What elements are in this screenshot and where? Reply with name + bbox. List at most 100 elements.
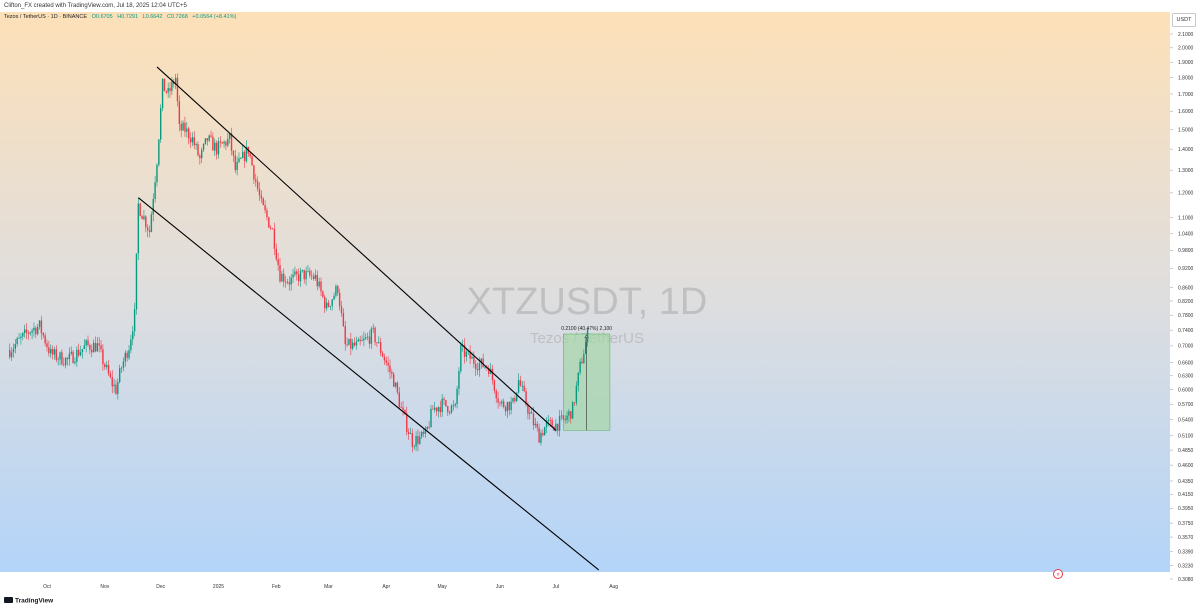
candle-body (10, 352, 13, 358)
candle-body (448, 412, 451, 414)
candle-body (87, 340, 89, 345)
candle-body (419, 436, 421, 444)
candle-body (516, 392, 518, 402)
candle-body (152, 198, 154, 215)
candle-body (391, 372, 393, 374)
watermark-title: XTZUSDT, 1D (467, 281, 708, 323)
trendline-lower[interactable] (137, 197, 600, 571)
price-tick-label: 0.7800 (1178, 313, 1194, 319)
candle-body (542, 432, 544, 436)
candle-body (297, 274, 300, 282)
price-tick-label: 1.9000 (1178, 60, 1194, 66)
candle-body (154, 182, 156, 199)
candle-body (478, 363, 481, 371)
candle-body (536, 423, 538, 428)
candle-body (294, 271, 296, 275)
tradingview-logo[interactable]: TradingView (4, 597, 53, 605)
candle-body (488, 368, 490, 374)
candle-body (271, 228, 274, 230)
candle-body (281, 273, 283, 282)
candle-body (307, 270, 309, 272)
candle-body (575, 385, 578, 403)
candle-body (158, 139, 160, 165)
candle-body (150, 214, 153, 232)
price-tick-label: 0.6300 (1178, 374, 1194, 380)
currency-button[interactable]: USDT (1172, 13, 1196, 27)
candle-body (204, 138, 207, 144)
candle-body (376, 342, 378, 344)
time-axis-background (0, 572, 1170, 594)
price-axis[interactable]: 2.1000 2.0000 1.9000 1.8000 1.7000 1.6000 1.50… (1170, 32, 1194, 583)
candle-body (420, 431, 423, 437)
candle-body (475, 363, 477, 370)
candle-body (529, 412, 531, 414)
candle-body (94, 342, 97, 352)
candle-body (124, 352, 126, 362)
candle-body (212, 136, 214, 151)
price-tick-label: 0.6600 (1178, 360, 1194, 366)
candle-body (277, 259, 279, 266)
candle-body (437, 407, 440, 412)
candle-body (255, 179, 257, 182)
time-axis[interactable]: Oct Nov Dec 2025 Feb Mar Apr May Jun Jul Aug (43, 584, 618, 590)
candle-body (534, 423, 537, 426)
candle-body (413, 446, 415, 448)
price-tick-label: 0.5100 (1178, 434, 1194, 440)
time-tick-label: Nov (100, 584, 109, 590)
price-axis-background (1170, 12, 1200, 594)
candle-body (268, 217, 270, 228)
candle-body (346, 344, 348, 345)
candle-body (163, 78, 166, 92)
candle-body (284, 281, 287, 283)
candle-body (230, 133, 233, 151)
candle-body (206, 138, 209, 141)
candle-body (171, 81, 173, 91)
candle-body (296, 271, 298, 275)
time-tick-label: Mar (324, 584, 333, 590)
candle-body (182, 122, 184, 131)
candle-body (314, 274, 317, 279)
price-tick-label: 1.8000 (1178, 76, 1194, 82)
candle-body (430, 408, 432, 428)
candle-body (85, 340, 87, 346)
candle-body (299, 270, 302, 282)
price-chart[interactable]: XTZUSDT, 1D Tezos / TetherUS 0.2100 (40.… (0, 12, 1200, 594)
candle-body (217, 141, 220, 155)
candle-body (564, 418, 566, 420)
candle-body (92, 342, 95, 353)
candle-body (228, 133, 231, 139)
candle-body (439, 407, 442, 413)
candle-body (460, 344, 462, 372)
candle-body (441, 398, 443, 413)
candle-body (583, 354, 585, 364)
candle-body (396, 382, 399, 393)
candle-body (197, 143, 199, 156)
candle-body (530, 412, 533, 414)
legend-symbol[interactable]: Tezos / TetherUS · 1D · BINANCE (4, 14, 88, 20)
tradingview-brand: TradingView (15, 597, 54, 605)
candle-body (445, 400, 447, 407)
candle-body (275, 248, 277, 260)
candle-body (506, 402, 509, 412)
tradingview-logo-icon (4, 597, 13, 603)
price-tick-label: 1.0400 (1178, 231, 1194, 237)
candle-body (63, 364, 65, 366)
candle-body (227, 138, 229, 146)
candle-body (571, 402, 574, 419)
candle-body (340, 306, 343, 314)
price-tick-label: 0.3080 (1178, 577, 1194, 583)
candle-body (312, 276, 315, 279)
candle-body (38, 320, 41, 327)
candle-body (523, 385, 525, 392)
candle-body (18, 338, 20, 339)
time-tick-label: Dec (156, 584, 165, 590)
candle-body (398, 392, 400, 408)
candle-body (156, 164, 158, 183)
trendline-upper[interactable] (156, 66, 557, 431)
candle-body (568, 411, 570, 416)
candle-body (409, 433, 412, 434)
candle-body (53, 349, 56, 355)
candle-body (366, 336, 369, 338)
candle-body (221, 142, 223, 144)
goto-realtime-icon[interactable]: × (1053, 569, 1063, 579)
